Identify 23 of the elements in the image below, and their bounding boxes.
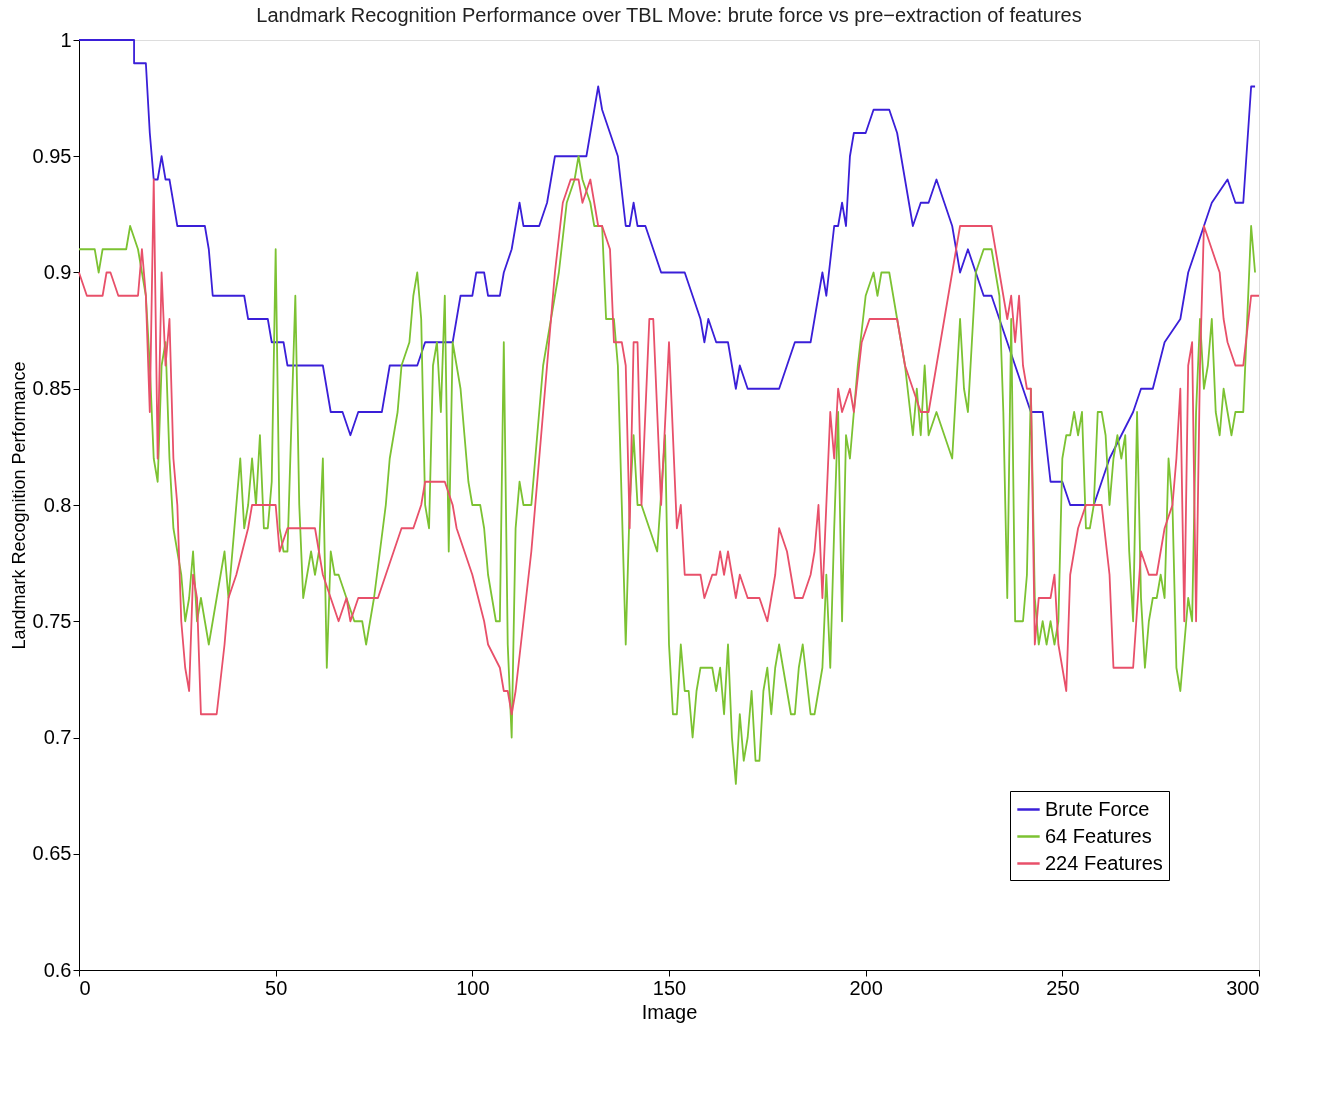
chart-title: Landmark Recognition Performance over TBL Move: brute force vs pre−extraction of features <box>256 4 1082 26</box>
y-tick-label: 1 <box>60 28 72 51</box>
y-tick-label: 0.7 <box>43 726 72 748</box>
x-tick-label: 0 <box>79 976 91 999</box>
x-tick-label: 250 <box>1046 976 1080 999</box>
x-tick-label: 50 <box>265 976 288 999</box>
legend-label: 224 Features <box>1045 851 1163 874</box>
y-tick-label: 0.65 <box>32 842 72 865</box>
x-tick-label: 150 <box>652 976 687 999</box>
x-tick-label: 200 <box>849 976 883 999</box>
legend-label: 64 Features <box>1045 824 1152 847</box>
legend-label: Brute Force <box>1045 797 1150 820</box>
y-tick-label: 0.9 <box>43 261 72 283</box>
y-tick-label: 0.75 <box>32 609 72 632</box>
y-tick-label: 0.6 <box>43 958 72 981</box>
y-tick-label: 0.85 <box>32 377 72 400</box>
x-tick-label: 100 <box>456 976 490 999</box>
y-tick-label: 0.8 <box>43 493 72 516</box>
y-axis-title: Landmark Recognition Performance <box>8 361 29 650</box>
y-tick-label: 0.95 <box>32 144 72 167</box>
line-series <box>78 39 1256 506</box>
x-tick-label: 300 <box>1226 976 1260 999</box>
x-axis-title: Image <box>641 1000 698 1023</box>
